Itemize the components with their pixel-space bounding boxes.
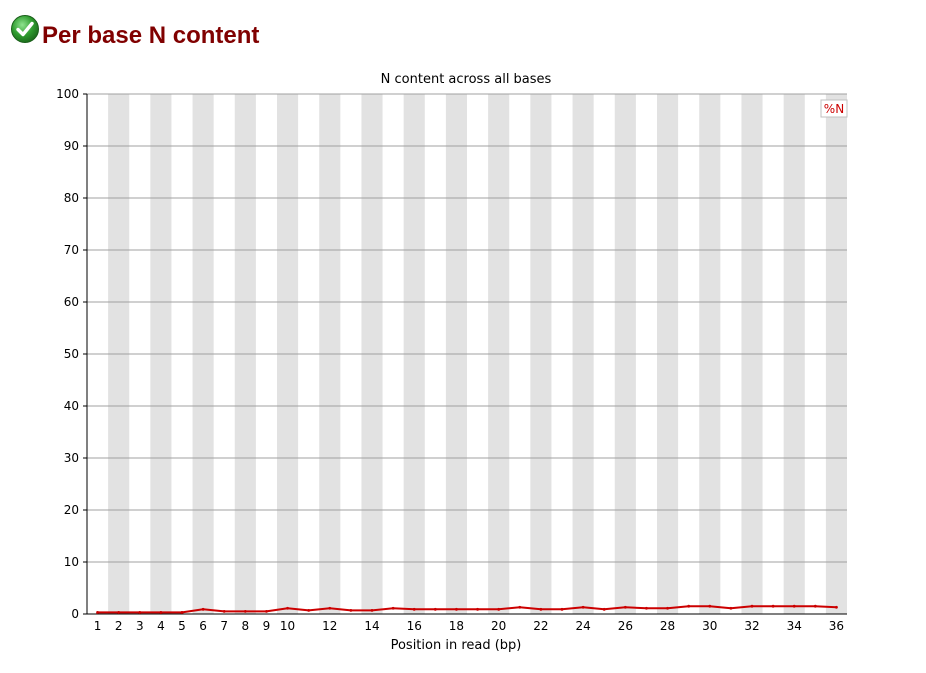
data-point [433,607,437,611]
x-tick-label: 30 [702,619,717,633]
y-axis-ticks: 0 10 20 30 40 50 60 70 80 90 100 [56,87,87,621]
data-point [138,611,142,614]
data-point [539,607,543,611]
data-point [349,608,353,612]
x-tick-label: 24 [575,619,590,633]
x-tick-label: 34 [787,619,802,633]
data-point [518,605,522,609]
data-point [96,611,99,614]
data-point [159,611,163,614]
data-point [180,611,184,614]
data-point [265,610,268,613]
data-point [835,605,838,609]
x-tick-label: 1 [94,619,102,633]
data-point [286,606,289,610]
data-point [792,604,796,608]
x-tick-label: 2 [115,619,123,633]
y-tick-label: 100 [56,87,79,101]
data-point [687,604,691,608]
x-tick-label: 8 [242,619,250,633]
data-point [623,605,627,609]
x-tick-label: 6 [199,619,207,633]
y-tick-label: 80 [64,191,79,205]
data-point [813,604,817,608]
x-tick-label: 5 [178,619,186,633]
x-tick-label: 4 [157,619,165,633]
x-tick-label: 14 [364,619,379,633]
x-tick-label: 3 [136,619,144,633]
pass-check-icon [11,15,39,43]
series-layer [96,604,838,614]
data-point [243,610,247,613]
data-point [117,611,121,614]
data-point [771,604,775,608]
data-point [497,607,501,611]
y-tick-label: 60 [64,295,79,309]
x-tick-label: 10 [280,619,295,633]
grid-lines [87,93,847,563]
y-tick-label: 70 [64,243,79,257]
y-tick-label: 10 [64,555,79,569]
data-point [602,607,606,611]
legend-label: %N [824,102,844,116]
data-point [328,606,332,610]
data-point [222,610,226,613]
page-title: Per base N content [42,22,260,49]
x-tick-label: 22 [533,619,548,633]
data-point [307,608,311,612]
data-point [476,607,479,611]
x-tick-label: 16 [407,619,422,633]
y-tick-label: 50 [64,347,79,361]
series-line-percent-n [97,605,837,614]
legend: %N [820,99,848,118]
x-axis-label: Position in read (bp) [391,638,522,653]
y-tick-label: 40 [64,399,79,413]
chart-container: N content across all bases 0 10 20 30 40 50 60… [0,60,926,669]
data-point [455,607,458,611]
x-tick-label: 28 [660,619,675,633]
x-tick-label: 18 [449,619,464,633]
x-tick-label: 12 [322,619,337,633]
data-point [645,606,648,610]
data-point [201,607,205,611]
data-point [666,606,669,610]
section-header: Per base N content [10,14,259,50]
n-content-chart: N content across all bases 0102030405060… [56,72,848,653]
y-tick-label: 20 [64,503,79,517]
x-tick-label: 9 [263,619,271,633]
y-tick-label: 90 [64,139,79,153]
data-point [560,607,564,611]
x-tick-label: 20 [491,619,506,633]
data-point [370,608,374,612]
chart-title: N content across all bases [381,72,552,87]
data-point [729,606,733,610]
data-point [581,605,585,609]
y-tick-label: 30 [64,451,79,465]
x-tick-label: 26 [618,619,633,633]
data-point [708,604,712,608]
data-point [750,604,754,608]
data-point [391,606,395,610]
x-axis-ticks: 1 2 3 4 5 6 7 8 9 10 12 14 16 18 20 22 24 26 28 30 32 34 36 [94,619,844,633]
x-tick-label: 7 [220,619,228,633]
x-tick-label: 36 [829,619,844,633]
data-point [412,607,416,611]
y-tick-label: 0 [71,607,79,621]
x-tick-label: 32 [744,619,759,633]
